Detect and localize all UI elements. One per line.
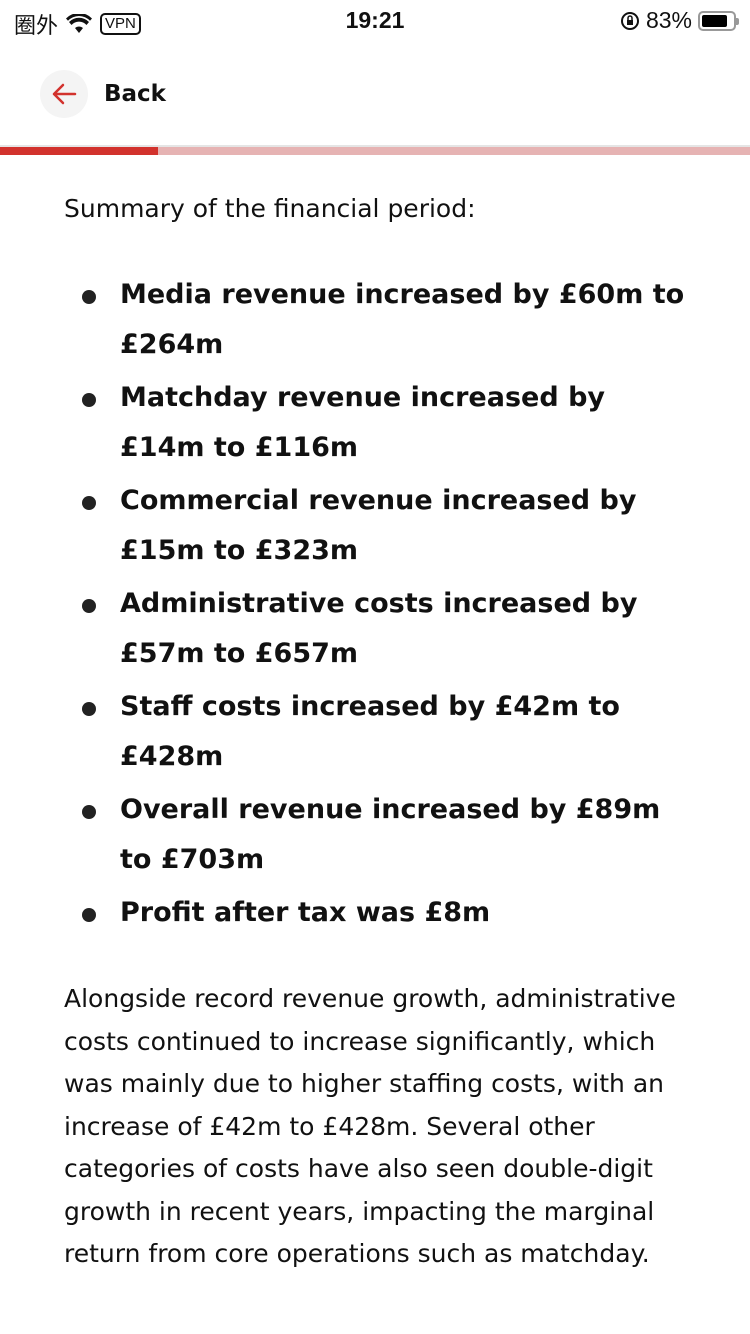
article-intro: Summary of the financial period:	[64, 194, 476, 223]
vpn-badge: VPN	[100, 13, 141, 35]
list-item: Staff costs increased by £42m to £428m	[64, 682, 694, 782]
clock: 19:21	[345, 7, 405, 33]
carrier-label: 圈外	[14, 13, 59, 38]
back-button[interactable]: Back	[40, 70, 166, 118]
status-bar: 圈外 VPN 19:21 83%	[0, 0, 750, 42]
header-divider	[0, 145, 750, 147]
list-item: Profit after tax was £8m	[64, 888, 694, 938]
list-item: Administrative costs increased by £57m t…	[64, 579, 694, 679]
list-item: Overall revenue increased by £89m to £70…	[64, 785, 694, 885]
summary-list: Media revenue increased by £60m to £264m…	[64, 270, 694, 938]
list-item: Commercial revenue increased by £15m to …	[64, 476, 694, 576]
back-label: Back	[104, 81, 166, 107]
back-arrow-icon	[40, 70, 88, 118]
wifi-icon	[66, 14, 93, 33]
article-content: Summary of the financial period: Media r…	[64, 190, 694, 1276]
battery-fill	[702, 14, 727, 27]
list-item: Matchday revenue increased by £14m to £1…	[64, 373, 694, 473]
carrier-group: 圈外 VPN	[14, 8, 141, 40]
reading-progress	[0, 147, 750, 155]
battery-percent: 83%	[645, 7, 692, 33]
list-item: Media revenue increased by £60m to £264m	[64, 270, 694, 370]
battery-icon	[698, 10, 739, 31]
reading-progress-fill	[0, 147, 158, 155]
status-right: 83%	[620, 7, 739, 34]
article-paragraph: Alongside record revenue growth, adminis…	[64, 984, 676, 1268]
orientation-lock-icon	[620, 11, 639, 30]
